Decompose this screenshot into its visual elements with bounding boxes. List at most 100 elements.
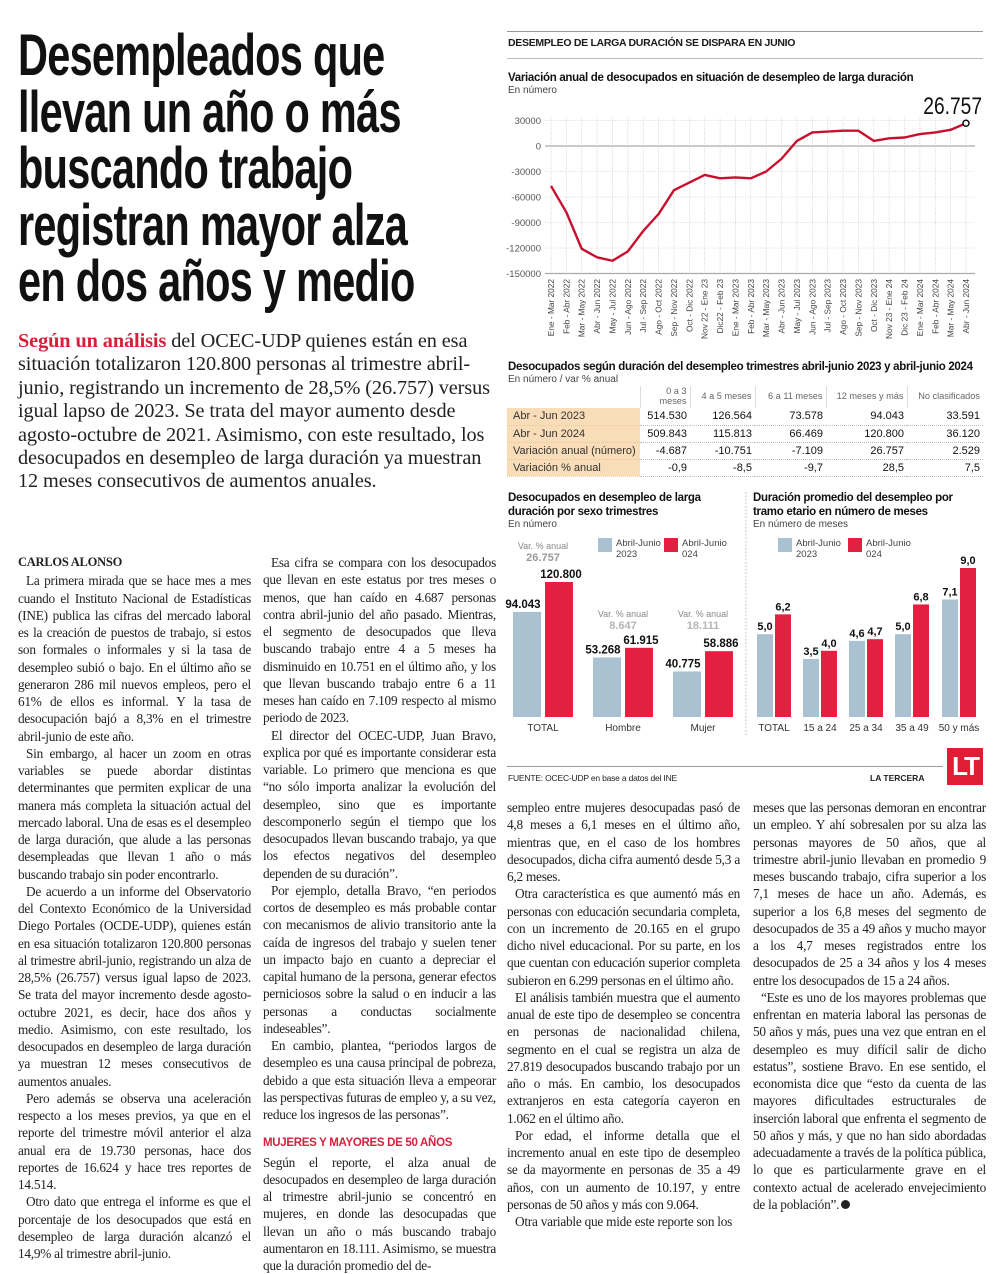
source-note: FUENTE: OCEC-UDP en base a datos del INE	[508, 773, 677, 783]
bar	[867, 639, 883, 717]
x-tick-label: Abr - Jun 2022	[592, 279, 602, 334]
x-tick-label: Oct - Dic 2022	[684, 279, 694, 332]
x-tick-label: Feb - Abr 2024	[930, 279, 940, 334]
bar	[593, 657, 621, 717]
x-tick-label: Jun - Ago 2022	[623, 279, 633, 335]
bar-value-label: 53.268	[585, 644, 621, 656]
x-tick-label: Ene - Mar 2023	[730, 279, 740, 337]
bar	[803, 659, 819, 717]
x-tick-label: Ene - Mar 2022	[546, 279, 556, 337]
bar-value-label: 6,8	[913, 591, 928, 603]
charts-layer: 30000 0 -30000 -60000 -90000 -120000 -150000 En…	[0, 0, 1000, 1184]
bar-value-label: 6,2	[775, 601, 790, 613]
x-tick-label: Dic22 - Feb 23	[715, 279, 725, 334]
bar-value-label: 58.886	[703, 638, 738, 650]
bar	[895, 634, 911, 717]
bar-value-label: 40.775	[665, 658, 701, 670]
article-paragraph: Otro dato que entrega el informe es que …	[18, 1193, 251, 1262]
x-tick-label: Dic 23 - Feb 24	[900, 279, 910, 336]
x-tick-label: Mar - May 2023	[761, 279, 771, 337]
var-annotation-label: Var. % anual	[598, 609, 648, 619]
bar	[513, 612, 541, 717]
x-tick-label: Nov 22 - Ene 23	[700, 279, 710, 339]
bar-value-label: 61.915	[623, 635, 659, 647]
x-tick-label: Jul - Sep 2023	[823, 279, 833, 333]
y-tick-label: -30000	[511, 167, 541, 178]
category-label: TOTAL	[527, 723, 559, 734]
x-tick-label: Feb - Abr 2023	[746, 279, 756, 334]
category-label: TOTAL	[758, 723, 790, 734]
data-point	[963, 120, 969, 126]
bar	[960, 568, 976, 717]
category-label: 25 a 34	[849, 723, 883, 734]
x-tick-label: Ene - Mar 2024	[915, 279, 925, 337]
series-line	[551, 123, 966, 260]
bar	[821, 651, 837, 717]
var-annotation-label: Var. % anual	[678, 609, 728, 619]
bar	[757, 634, 773, 717]
article-paragraph: Otra variable que mide este reporte son …	[507, 1213, 740, 1230]
y-tick-label: -150000	[506, 269, 541, 280]
x-tick-label: Ago - Oct 2022	[654, 279, 664, 335]
bar-value-label: 94.043	[505, 599, 540, 611]
bar-value-label: 7,1	[942, 586, 957, 598]
bar	[775, 614, 791, 717]
legend-label: Abril-Junio	[866, 538, 911, 549]
legend-swatch	[778, 538, 792, 552]
category-label: 15 a 24	[803, 723, 837, 734]
bar-value-label: 120.800	[540, 569, 582, 581]
category-label: Hombre	[605, 723, 641, 734]
y-tick-label: -60000	[511, 193, 541, 204]
bar-value-label: 4,0	[821, 638, 836, 650]
x-tick-label: Jul - Sep 2022	[638, 279, 648, 333]
bar	[913, 604, 929, 717]
x-tick-label: Sep - Nov 2023	[853, 279, 863, 337]
bar	[673, 671, 701, 717]
end-of-article-icon	[841, 1200, 850, 1209]
var-annotation-value: 26.757	[526, 552, 560, 564]
bar	[545, 582, 573, 717]
bar-value-label: 5,0	[757, 621, 772, 633]
bar	[625, 648, 653, 717]
y-tick-label: 0	[536, 142, 541, 153]
bar	[942, 599, 958, 717]
bar-value-label: 3,5	[803, 646, 818, 658]
legend-label: 2023	[796, 549, 817, 560]
brand-name: LA TERCERA	[870, 773, 924, 783]
y-tick-label: -90000	[511, 218, 541, 229]
x-tick-label: Nov 23 - Ene 24	[884, 279, 894, 339]
x-tick-label: May - Jul 2022	[607, 279, 617, 334]
la-tercera-logo: LT	[947, 748, 983, 785]
x-tick-label: Mar - May 2022	[577, 279, 587, 337]
legend-label: 024	[866, 549, 882, 560]
x-tick-label: Oct - Dic 2023	[869, 279, 879, 332]
bar	[705, 651, 733, 717]
x-tick-label: Sep - Nov 2022	[669, 279, 679, 337]
var-annotation-label: Var. % anual	[518, 541, 568, 551]
legend-swatch	[598, 538, 612, 552]
graphic-bottom-rule	[507, 766, 943, 767]
x-tick-label: Jun - Ago 2023	[807, 279, 817, 335]
bar-value-label: 9,0	[960, 555, 975, 567]
x-tick-label: Abr - Jun 2024	[961, 279, 971, 334]
legend-swatch	[664, 538, 678, 552]
legend-label: Abril-Junio	[796, 538, 841, 549]
x-tick-label: Ago - Oct 2023	[838, 279, 848, 335]
bar-value-label: 5,0	[895, 621, 910, 633]
x-tick-label: May - Jul 2023	[792, 279, 802, 334]
category-label: 50 y más	[939, 723, 980, 734]
x-tick-label: Feb - Abr 2022	[561, 279, 571, 334]
legend-label: Abril-Junio	[616, 538, 661, 549]
legend-swatch	[848, 538, 862, 552]
y-tick-label: 30000	[515, 116, 541, 127]
bar	[849, 641, 865, 717]
var-annotation-value: 18.111	[687, 620, 719, 632]
legend-label: 024	[682, 549, 698, 560]
x-tick-label: Mar - May 2024	[946, 279, 956, 337]
y-tick-label: -120000	[506, 244, 541, 255]
legend-label: 2023	[616, 549, 637, 560]
category-label: Mujer	[690, 723, 716, 734]
legend-label: Abril-Junio	[682, 538, 727, 549]
last-value-annotation: 26.757	[923, 92, 982, 120]
var-annotation-value: 8.647	[609, 620, 637, 632]
